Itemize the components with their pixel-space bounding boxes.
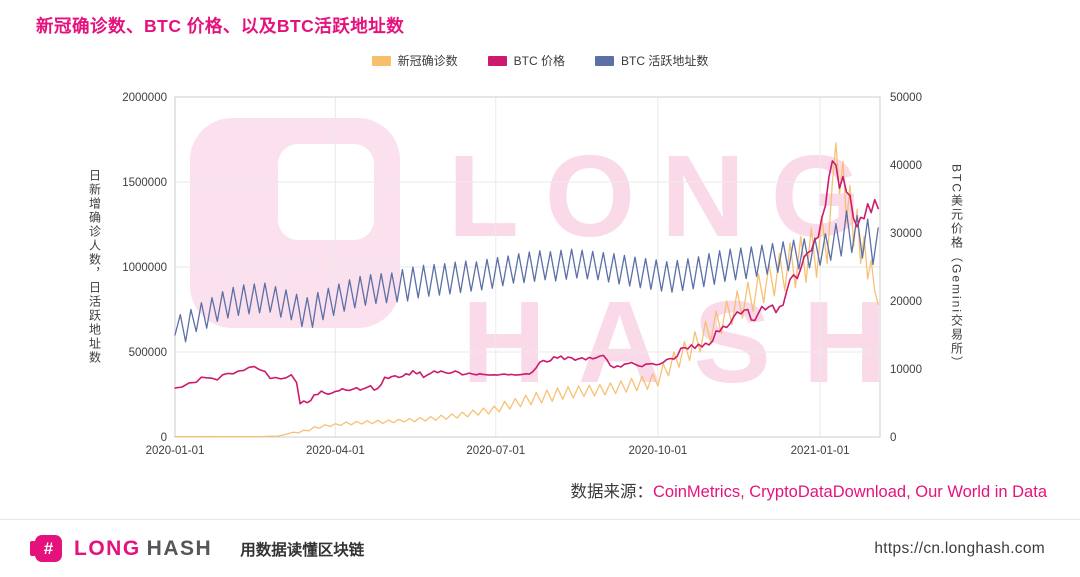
footer-url[interactable]: https://cn.longhash.com bbox=[874, 539, 1045, 557]
data-source-line: 数据来源：CoinMetrics, CryptoDataDownload, Ou… bbox=[570, 478, 1047, 502]
svg-text:2020-10-01: 2020-10-01 bbox=[629, 445, 688, 457]
svg-text:50000: 50000 bbox=[890, 92, 922, 104]
right-axis-title: BTC美元价格（Gemini交易所） bbox=[949, 163, 964, 370]
svg-text:1000000: 1000000 bbox=[122, 262, 167, 274]
legend-item-btc-addresses[interactable]: BTC 活跃地址数 bbox=[595, 52, 708, 69]
svg-text:1500000: 1500000 bbox=[122, 177, 167, 189]
svg-text:2000000: 2000000 bbox=[122, 92, 167, 104]
svg-text:2021-01-01: 2021-01-01 bbox=[791, 445, 850, 457]
chart-legend: 新冠确诊数 BTC 价格 BTC 活跃地址数 bbox=[0, 52, 1080, 69]
svg-text:10000: 10000 bbox=[890, 364, 922, 376]
footer-bar: # LONG HASH 用数据读懂区块链 https://cn.longhash… bbox=[0, 519, 1080, 577]
btc-addresses-legend-swatch-icon bbox=[595, 55, 614, 66]
btc-price-legend-swatch-icon bbox=[487, 55, 507, 66]
brand-name: LONG HASH bbox=[74, 537, 212, 561]
svg-text:40000: 40000 bbox=[890, 160, 922, 172]
svg-text:30000: 30000 bbox=[890, 228, 922, 240]
brand-word-long: LONG bbox=[74, 536, 141, 560]
svg-text:0: 0 bbox=[890, 432, 896, 444]
longhash-logo-icon: # bbox=[30, 535, 62, 562]
covid-legend-swatch-icon bbox=[371, 55, 391, 66]
brand-word-hash: HASH bbox=[146, 536, 213, 560]
source-prefix: 数据来源： bbox=[570, 483, 653, 501]
svg-text:2020-01-01: 2020-01-01 bbox=[146, 445, 205, 457]
left-axis-title: 日新增确诊人数，日活跃地址数 bbox=[87, 169, 102, 365]
page-title: 新冠确诊数、BTC 价格、以及BTC活跃地址数 bbox=[36, 16, 405, 36]
legend-item-covid[interactable]: 新冠确诊数 bbox=[371, 52, 458, 69]
svg-text:20000: 20000 bbox=[890, 296, 922, 308]
svg-text:0: 0 bbox=[161, 432, 167, 444]
legend-item-btc-price[interactable]: BTC 价格 bbox=[487, 52, 565, 69]
legend-label: 新冠确诊数 bbox=[397, 54, 458, 68]
svg-text:2020-07-01: 2020-07-01 bbox=[466, 445, 525, 457]
longhash-brand: # LONG HASH 用数据读懂区块链 bbox=[30, 535, 365, 562]
legend-label: BTC 活跃地址数 bbox=[621, 54, 709, 68]
svg-text:500000: 500000 bbox=[129, 347, 167, 359]
legend-label: BTC 价格 bbox=[513, 54, 565, 68]
svg-text:2020-04-01: 2020-04-01 bbox=[306, 445, 365, 457]
brand-tagline: 用数据读懂区块链 bbox=[240, 541, 365, 559]
source-names[interactable]: CoinMetrics, CryptoDataDownload, Our Wor… bbox=[652, 483, 1047, 501]
